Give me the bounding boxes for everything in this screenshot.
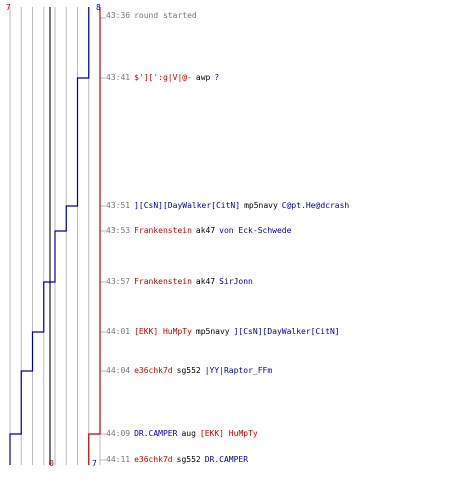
event-killer: e36chk7d — [134, 455, 173, 464]
event-weapon: ak47 — [195, 277, 216, 286]
event-killer: e36chk7d — [134, 366, 173, 375]
event-killer: [EKK] HuMpTy — [134, 327, 192, 336]
score-bottom-left: 0 — [49, 459, 54, 468]
event-victim: C@pt.He@dcrash — [281, 201, 350, 210]
event-killer: ][CsN][DayWalker[CitN] — [134, 201, 241, 210]
score-top-left: 7 — [6, 3, 11, 12]
event-time: 44:11 — [106, 455, 131, 464]
event-time: 43:36 — [106, 11, 131, 20]
event-weapon: sg552 — [176, 366, 201, 375]
event-info: round started — [134, 11, 197, 20]
event-victim: von Eck-Schwede — [219, 226, 292, 235]
event-time: 43:41 — [106, 73, 131, 82]
event-row: 44:09 DR.CAMPER aug [EKK] HuMpTy — [106, 429, 258, 439]
event-row: 44:01 [EKK] HuMpTy mp5navy][CsN][DayWalker… — [106, 327, 340, 337]
event-row: 44:04 e36chk7d sg552 |YY|Raptor_FFm — [106, 366, 272, 376]
event-row: 43:53 Frankenstein ak47 von Eck-Schwede — [106, 226, 291, 236]
event-row: 43:51][CsN][DayWalker[CitN] mp5navy C@pt.H… — [106, 201, 349, 211]
event-weapon: aug — [181, 429, 196, 438]
event-row: 44:11 e36chk7d sg552 DR.CAMPER — [106, 455, 248, 465]
series-line-blue — [9, 7, 90, 465]
event-killer: Frankenstein — [134, 226, 192, 235]
event-victim: [EKK] HuMpTy — [199, 429, 258, 438]
event-time: 43:57 — [106, 277, 131, 286]
event-time: 44:09 — [106, 429, 131, 438]
event-weapon: mp5navy — [244, 201, 278, 210]
event-victim: DR.CAMPER — [204, 455, 249, 464]
event-weapon: ak47 — [195, 226, 216, 235]
event-victim: SirJonn — [219, 277, 253, 286]
event-row: 43:57 Frankenstein ak47 SirJonn — [106, 277, 253, 287]
event-time: 44:01 — [106, 327, 131, 336]
event-victim: ][CsN][DayWalker[CitN] — [233, 327, 340, 336]
event-weapon: mp5navy — [195, 327, 230, 336]
event-row: 43:36 round started — [106, 11, 197, 21]
event-killer: $'][':g|V|@- — [134, 73, 192, 82]
event-time: 43:53 — [106, 226, 131, 235]
event-weapon: awp — [195, 73, 211, 82]
series-line-red — [88, 7, 101, 465]
event-time: 44:04 — [106, 366, 131, 375]
event-time: 43:51 — [106, 201, 131, 210]
event-killer: DR.CAMPER — [134, 429, 178, 438]
event-victim: |YY|Raptor_FFm — [204, 366, 273, 375]
score-bottom-right: 7 — [92, 459, 97, 468]
event-killer: Frankenstein — [134, 277, 192, 286]
event-weapon: sg552 — [176, 455, 201, 464]
score-top-right: 8 — [96, 3, 101, 12]
event-row: 43:41 $'][':g|V|@- awp? — [106, 73, 219, 83]
event-victim: ? — [214, 73, 220, 82]
